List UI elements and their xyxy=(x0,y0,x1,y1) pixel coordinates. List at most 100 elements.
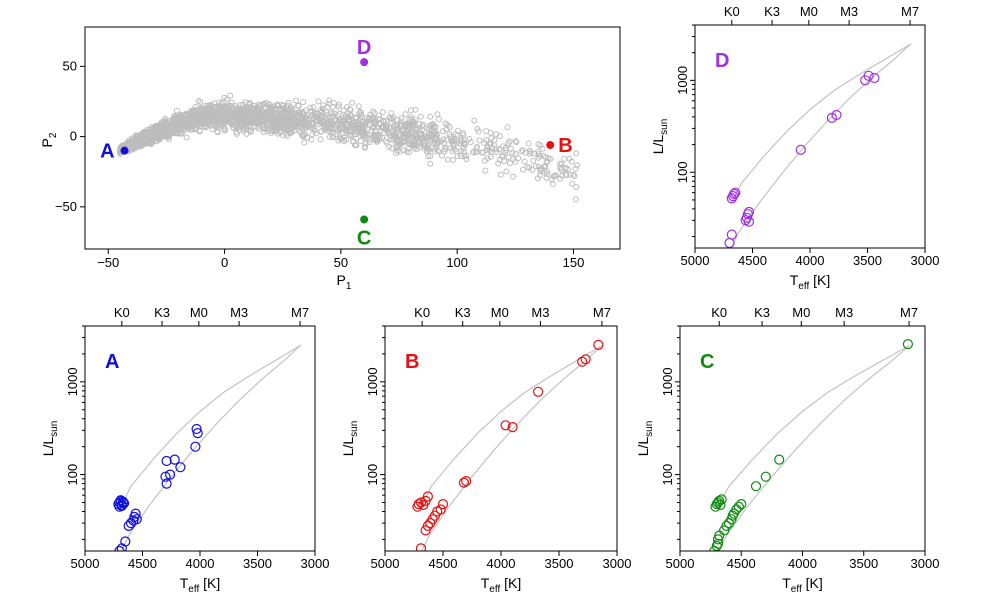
cloud-point xyxy=(309,131,316,138)
cloud-point xyxy=(177,115,184,122)
cloud-point xyxy=(313,130,319,137)
star-point xyxy=(161,478,172,489)
star-point xyxy=(175,462,186,473)
cloud-point xyxy=(357,108,364,115)
track-lower xyxy=(120,345,301,551)
cloud-point xyxy=(535,141,542,148)
cloud-point xyxy=(496,146,503,153)
cloud-point xyxy=(439,128,446,135)
scatter-frame xyxy=(84,26,621,250)
highlight-point-B xyxy=(546,141,555,150)
cloud-point xyxy=(251,117,258,124)
cloud-point xyxy=(499,153,506,160)
cloud-point xyxy=(419,126,426,133)
cloud-point xyxy=(432,136,439,143)
cloud-point xyxy=(497,171,504,178)
plot-area xyxy=(709,339,914,551)
cloud-point xyxy=(558,167,565,174)
cloud-point xyxy=(300,99,307,106)
star-point xyxy=(760,471,771,482)
cloud-point xyxy=(545,155,552,162)
cloud-point xyxy=(186,113,193,120)
cloud-point xyxy=(572,165,579,172)
cloud-point xyxy=(280,108,287,115)
cloud-point xyxy=(243,123,250,130)
cloud-point xyxy=(289,105,296,112)
cloud-point xyxy=(295,103,302,109)
cloud-point xyxy=(202,119,209,126)
cloud-point xyxy=(183,134,190,141)
cloud-point xyxy=(460,148,467,155)
cloud-point xyxy=(383,127,390,134)
cloud-point xyxy=(432,135,439,142)
cloud-point xyxy=(174,115,181,122)
star-point xyxy=(422,491,433,502)
cloud-point xyxy=(355,103,362,110)
cloud-point xyxy=(334,119,341,126)
x-tick-label: 4500 xyxy=(128,556,157,571)
cloud-point xyxy=(289,124,296,131)
cloud-point xyxy=(240,127,247,134)
cloud-point xyxy=(392,149,399,156)
cloud-point xyxy=(461,139,467,146)
cloud-point xyxy=(216,106,222,113)
cloud-point xyxy=(143,140,150,147)
cloud-point xyxy=(154,132,161,138)
cloud-point xyxy=(442,120,449,127)
star-point xyxy=(902,339,914,350)
cloud-point xyxy=(341,107,347,114)
cloud-point xyxy=(366,139,373,146)
star-point xyxy=(191,423,202,435)
cloud-point xyxy=(158,131,164,138)
cloud-point xyxy=(526,164,533,171)
cloud-point xyxy=(431,123,437,130)
cloud-point xyxy=(293,97,300,104)
spectral-label: K0 xyxy=(711,305,727,320)
cloud-point xyxy=(363,118,370,125)
star-point xyxy=(458,477,469,488)
cloud-point xyxy=(444,156,451,163)
cloud-point xyxy=(204,105,211,112)
cloud-point xyxy=(467,139,474,146)
star-point xyxy=(131,514,142,525)
star-point xyxy=(507,422,518,433)
x-label-main: T xyxy=(180,575,189,591)
star-point xyxy=(727,191,739,202)
cloud-point xyxy=(349,99,355,106)
cloud-point xyxy=(348,113,355,119)
cloud-point xyxy=(222,126,229,133)
spectral-label: K3 xyxy=(764,4,780,19)
track-lower xyxy=(718,345,910,551)
spectral-label: M7 xyxy=(900,305,918,320)
cloud-point xyxy=(496,133,503,140)
y-tick-label: 0 xyxy=(70,129,77,144)
cloud-point xyxy=(170,119,177,126)
x-tick-label: 5000 xyxy=(371,556,400,571)
star-point xyxy=(736,499,747,510)
cloud-point xyxy=(328,109,334,116)
x-tick-label: 100 xyxy=(446,255,468,270)
star-point xyxy=(114,545,125,551)
cloud-point xyxy=(361,143,368,150)
highlight-label-C: C xyxy=(357,227,371,249)
x-axis-label: Teff [K] xyxy=(180,575,221,595)
x-tick-label: 0 xyxy=(221,255,228,270)
cloud-point xyxy=(570,171,577,178)
spectral-label: M0 xyxy=(190,305,208,320)
cloud-point xyxy=(227,114,233,121)
cloud-point xyxy=(530,157,537,164)
cloud-point xyxy=(258,122,265,128)
cloud-point xyxy=(296,109,303,116)
cloud-point xyxy=(301,139,308,146)
cloud-point xyxy=(317,107,324,113)
cloud-point xyxy=(573,150,580,157)
x-tick-label: 3000 xyxy=(603,556,632,571)
cloud-point xyxy=(406,141,413,148)
cloud-point xyxy=(434,111,441,118)
cloud-point xyxy=(268,107,275,114)
cloud-point xyxy=(304,116,311,123)
cloud-point xyxy=(353,135,360,142)
cloud-point xyxy=(326,133,333,140)
highlight-label-A: A xyxy=(100,141,114,163)
cloud-point xyxy=(412,116,419,123)
